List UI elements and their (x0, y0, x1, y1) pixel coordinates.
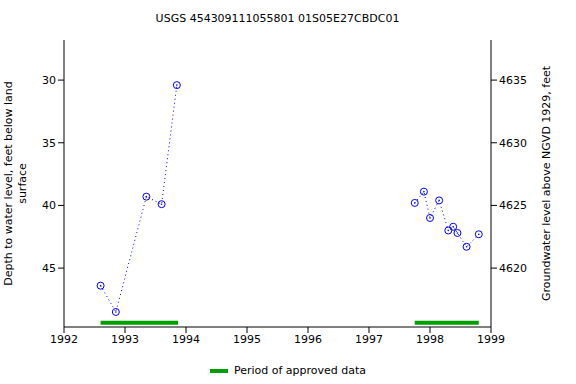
svg-text:1992: 1992 (50, 333, 78, 346)
svg-text:1996: 1996 (294, 333, 322, 346)
html-text:USGS 454309111055801 01S05E27C: USGS 454309111055801 01S05E27CBDC01 (155, 12, 400, 25)
svg-text:4625: 4625 (499, 199, 527, 212)
svg-text:Depth to water level, feet bel: Depth to water level, feet below land (8, 81, 15, 286)
svg-text:45: 45 (42, 262, 56, 275)
svg-text:40: 40 (42, 199, 56, 212)
svg-text:4630: 4630 (499, 137, 527, 150)
svg-text:4635: 4635 (499, 74, 527, 87)
svg-text:1998: 1998 (416, 333, 444, 346)
svg-text:Groundwater level above NGVD 1: Groundwater level above NGVD 1929, feet (540, 65, 553, 301)
svg-text:35: 35 (42, 137, 56, 150)
svg-text:1995: 1995 (233, 333, 261, 346)
svg-text:surface: surface (16, 163, 29, 204)
svg-text:1994: 1994 (172, 333, 200, 346)
svg-text:30: 30 (42, 74, 56, 87)
svg-text:4620: 4620 (499, 262, 527, 275)
svg-text:1993: 1993 (111, 333, 139, 346)
svg-text:1997: 1997 (355, 333, 383, 346)
svg-text:1999: 1999 (477, 333, 505, 346)
html-text:Period of approved data: Period of approved data (233, 364, 367, 377)
